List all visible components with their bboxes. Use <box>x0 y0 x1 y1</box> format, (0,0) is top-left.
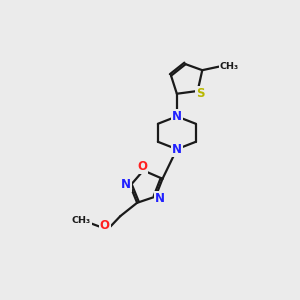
Text: N: N <box>172 110 182 123</box>
Text: N: N <box>172 143 182 156</box>
Text: N: N <box>155 192 165 205</box>
Text: CH₃: CH₃ <box>72 216 91 225</box>
Text: S: S <box>196 87 204 100</box>
Text: N: N <box>121 178 130 191</box>
Text: O: O <box>137 160 147 173</box>
Text: CH₃: CH₃ <box>220 62 239 71</box>
Text: O: O <box>100 219 110 232</box>
